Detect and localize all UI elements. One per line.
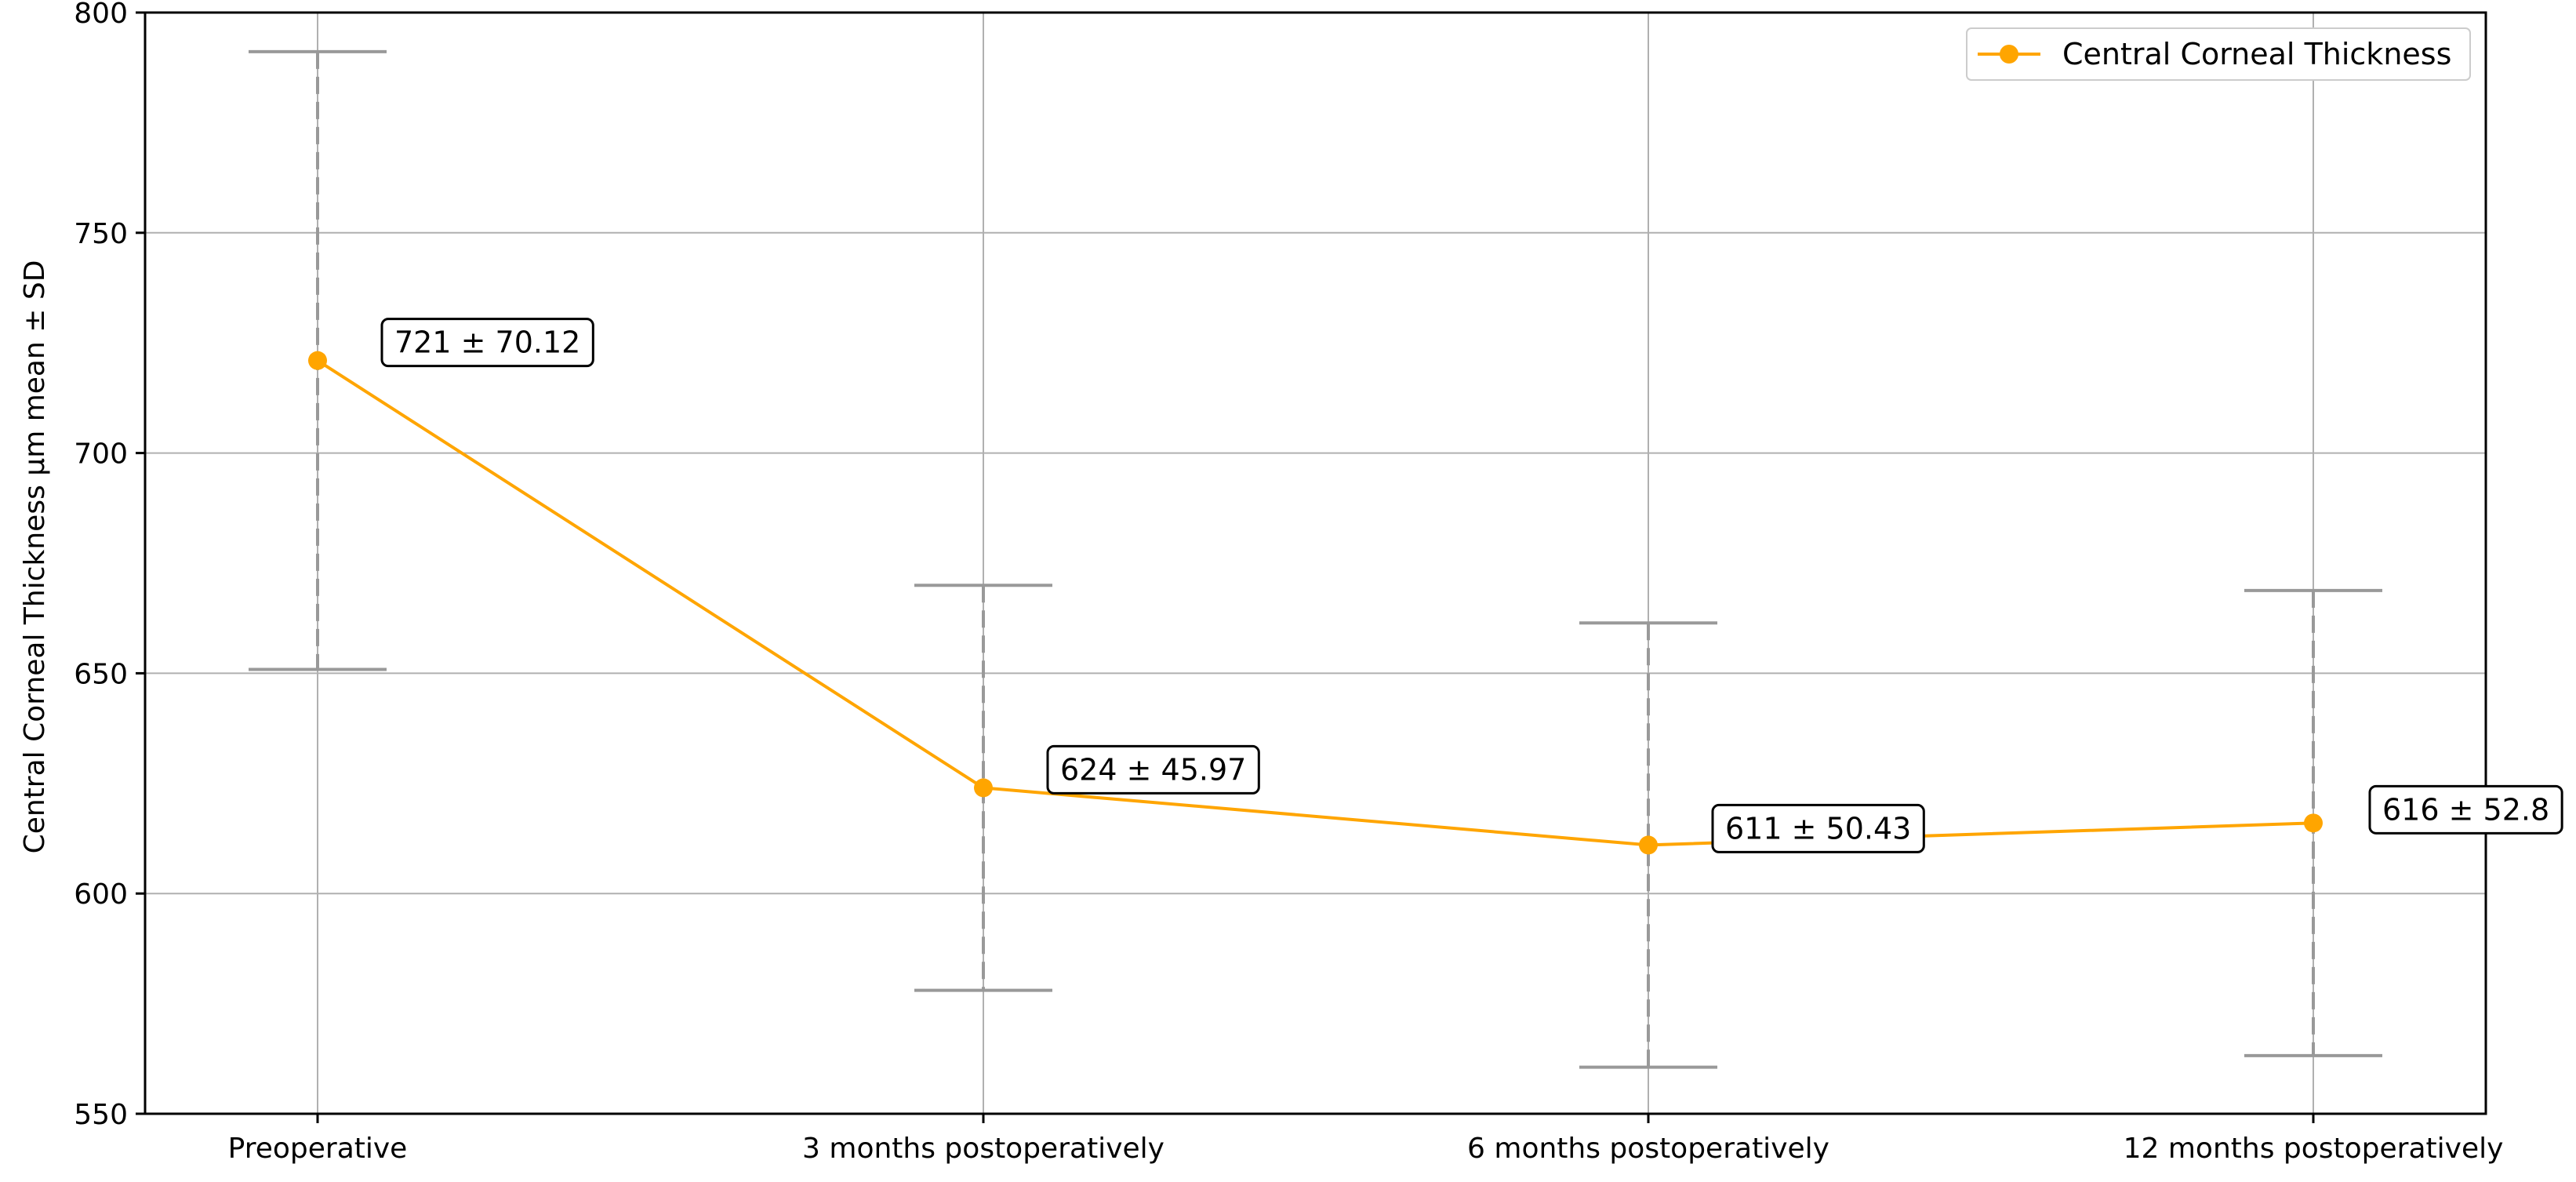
error-bars: [249, 49, 2382, 1069]
data-labels: 721 ± 70.12 624 ± 45.97 611 ± 50.43 616 ± 5…: [380, 318, 2563, 853]
plot-area-frame: [144, 11, 2487, 1115]
data-point: [1639, 835, 1658, 855]
data-label-box: [380, 318, 594, 368]
data-label-text: 616 ± 52.8: [2382, 792, 2549, 827]
data-label-box: [1046, 744, 1260, 795]
legend-marker-icon: [2000, 45, 2018, 64]
legend: Central Corneal Thickness: [1966, 27, 2471, 81]
data-point: [308, 351, 327, 370]
y-tick-label: 550: [74, 1099, 128, 1131]
data-label-text: 624 ± 45.97: [1060, 752, 1246, 787]
grid: [145, 12, 2486, 1115]
y-tick-label: 750: [74, 218, 128, 250]
y-tick-label: 650: [74, 658, 128, 690]
series-line-layer: [316, 358, 2314, 847]
data-label: 624 ± 45.97: [1046, 744, 1260, 795]
x-tick-label: 6 months postoperatively: [1467, 1133, 1829, 1165]
data-label: 721 ± 70.12: [380, 318, 594, 368]
series-line: [316, 358, 2314, 847]
y-tick-label: 600: [74, 878, 128, 911]
x-tick-label: Preoperative: [228, 1133, 408, 1165]
y-axis-label: Central Corneal Thickness µm mean ± SD: [19, 260, 51, 854]
data-label-box: [2368, 784, 2563, 835]
y-axis-ticks: 550 600 650 700 750 800: [74, 0, 145, 1131]
y-tick-label: 800: [74, 0, 128, 30]
x-axis-ticks: Preoperative 3 months postoperatively 6 mo…: [228, 1114, 2504, 1165]
legend-box: [1966, 27, 2471, 81]
data-label-text: 611 ± 50.43: [1725, 811, 1911, 846]
x-tick-label: 12 months postoperatively: [2124, 1133, 2504, 1165]
y-tick-label: 700: [74, 438, 128, 471]
data-label: 616 ± 52.8: [2368, 784, 2563, 835]
data-label-box: [1711, 803, 1925, 853]
data-label: 611 ± 50.43: [1711, 803, 1925, 853]
x-tick-label: 3 months postoperatively: [802, 1133, 1164, 1165]
data-label-text: 721 ± 70.12: [394, 326, 580, 360]
data-point: [974, 778, 993, 798]
data-points: [308, 351, 2323, 855]
legend-label: Central Corneal Thickness: [2062, 37, 2451, 71]
data-point: [2304, 813, 2323, 833]
